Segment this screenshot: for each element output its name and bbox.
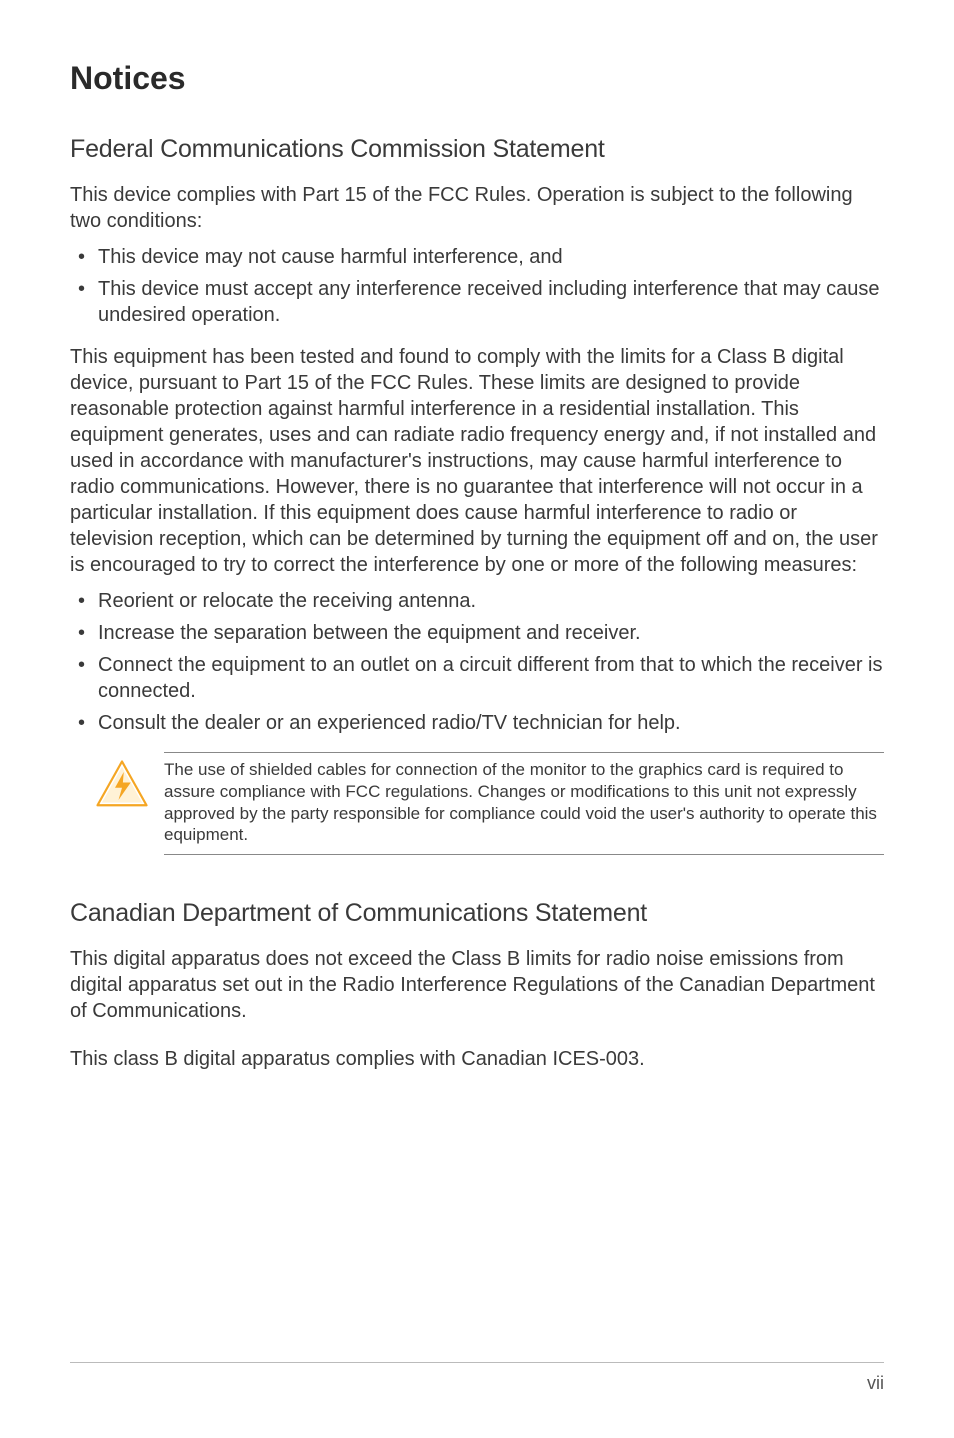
fcc-intro: This device complies with Part 15 of the… (70, 182, 884, 234)
page-title: Notices (70, 60, 884, 97)
page-number: vii (867, 1373, 884, 1393)
list-item: Increase the separation between the equi… (70, 620, 884, 646)
lightning-warning-icon (94, 758, 150, 814)
fcc-measures-list: Reorient or relocate the receiving anten… (70, 588, 884, 736)
fcc-heading: Federal Communications Commission Statem… (70, 135, 884, 164)
list-item: Consult the dealer or an experienced rad… (70, 710, 884, 736)
canada-p2: This class B digital apparatus complies … (70, 1046, 884, 1072)
list-item: This device must accept any interference… (70, 276, 884, 328)
canada-p1: This digital apparatus does not exceed t… (70, 946, 884, 1024)
caution-text: The use of shielded cables for connectio… (164, 752, 884, 855)
fcc-body: This equipment has been tested and found… (70, 344, 884, 578)
canada-heading: Canadian Department of Communications St… (70, 899, 884, 928)
caution-note: The use of shielded cables for connectio… (70, 752, 884, 855)
list-item: Connect the equipment to an outlet on a … (70, 652, 884, 704)
list-item: This device may not cause harmful interf… (70, 244, 884, 270)
fcc-conditions-list: This device may not cause harmful interf… (70, 244, 884, 328)
page-footer: vii (70, 1362, 884, 1394)
list-item: Reorient or relocate the receiving anten… (70, 588, 884, 614)
